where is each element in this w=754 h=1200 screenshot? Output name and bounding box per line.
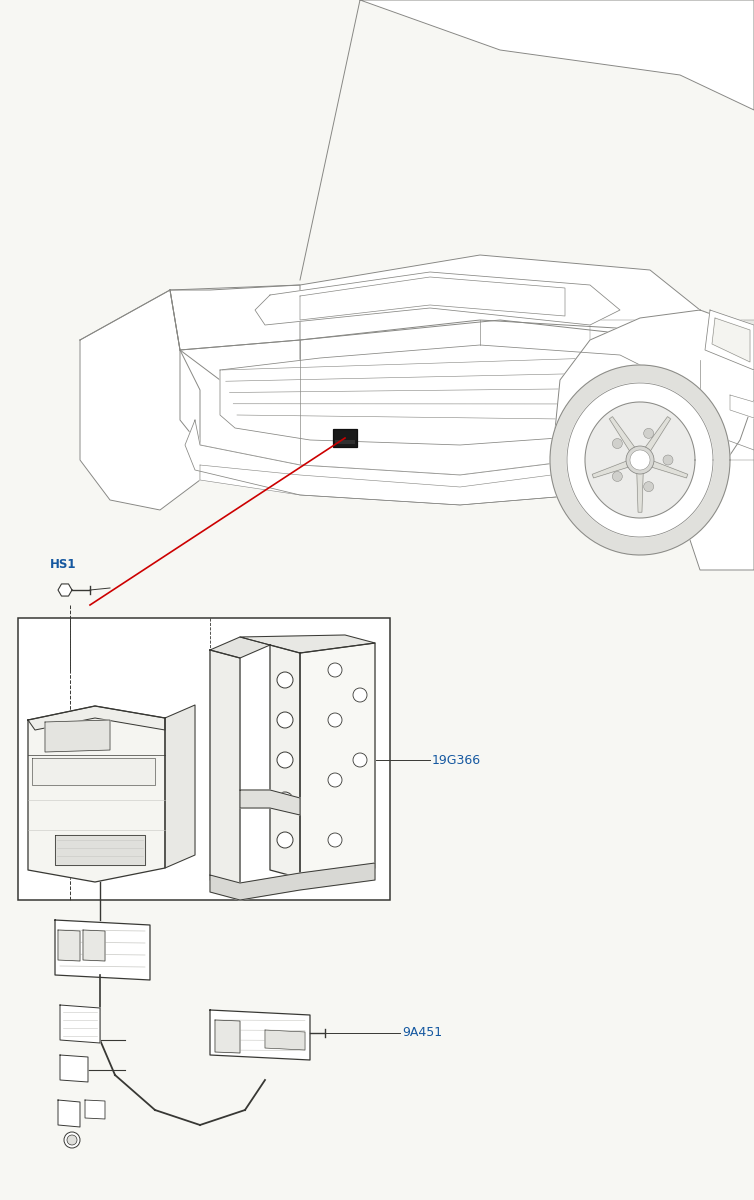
Circle shape (277, 792, 293, 808)
Polygon shape (210, 650, 240, 888)
Bar (625, 425, 660, 460)
Polygon shape (170, 254, 700, 350)
Text: HS1: HS1 (50, 558, 76, 571)
Circle shape (328, 713, 342, 727)
Polygon shape (28, 706, 165, 882)
Polygon shape (210, 637, 270, 658)
Polygon shape (300, 643, 375, 878)
Polygon shape (265, 1030, 305, 1050)
Polygon shape (712, 318, 750, 362)
Polygon shape (180, 320, 700, 475)
Polygon shape (58, 1100, 80, 1127)
Polygon shape (58, 584, 72, 596)
Polygon shape (210, 1010, 310, 1060)
Polygon shape (80, 290, 200, 510)
Circle shape (626, 446, 654, 474)
Circle shape (328, 833, 342, 847)
Polygon shape (680, 310, 754, 570)
Polygon shape (185, 420, 710, 505)
Polygon shape (45, 720, 110, 752)
Circle shape (353, 754, 367, 767)
Bar (590, 320, 625, 355)
Circle shape (630, 450, 650, 470)
Polygon shape (215, 1020, 240, 1054)
Circle shape (277, 832, 293, 848)
Polygon shape (567, 383, 713, 536)
Bar (590, 390, 625, 425)
Circle shape (612, 438, 622, 449)
Polygon shape (58, 930, 80, 961)
Bar (695, 355, 730, 390)
Bar (695, 425, 730, 460)
Polygon shape (651, 461, 688, 478)
Polygon shape (240, 790, 300, 815)
Bar (730, 320, 754, 355)
Polygon shape (200, 445, 710, 505)
Polygon shape (730, 395, 754, 418)
Circle shape (663, 455, 673, 464)
Polygon shape (28, 706, 165, 730)
Polygon shape (170, 284, 300, 400)
Circle shape (277, 752, 293, 768)
Circle shape (277, 672, 293, 688)
Circle shape (328, 773, 342, 787)
Circle shape (67, 1135, 77, 1145)
Bar (660, 320, 695, 355)
Polygon shape (360, 0, 754, 110)
Polygon shape (165, 704, 195, 868)
Circle shape (612, 472, 622, 481)
Polygon shape (300, 277, 565, 320)
Polygon shape (255, 272, 620, 325)
Polygon shape (60, 1055, 88, 1082)
Polygon shape (60, 1006, 100, 1043)
Polygon shape (240, 635, 375, 653)
Bar (335, 440, 355, 444)
Polygon shape (55, 920, 150, 980)
Circle shape (353, 688, 367, 702)
Circle shape (644, 481, 654, 492)
Bar (730, 390, 754, 425)
Text: 9A451: 9A451 (402, 1026, 442, 1039)
Circle shape (64, 1132, 80, 1148)
Polygon shape (210, 863, 375, 900)
Polygon shape (705, 310, 754, 370)
Text: scuderia: scuderia (175, 362, 322, 391)
Polygon shape (85, 1100, 105, 1118)
Polygon shape (593, 461, 630, 478)
Bar (625, 355, 660, 390)
Text: c a r   p a r t s: c a r p a r t s (195, 408, 302, 422)
Bar (660, 390, 695, 425)
Circle shape (328, 662, 342, 677)
Polygon shape (550, 365, 730, 554)
Polygon shape (637, 472, 643, 512)
Bar (18, 618, 390, 900)
Polygon shape (0, 0, 754, 580)
Polygon shape (83, 930, 105, 961)
Polygon shape (555, 310, 754, 505)
Polygon shape (609, 416, 636, 452)
Polygon shape (55, 835, 145, 865)
Polygon shape (585, 402, 695, 518)
Bar (333, 428, 357, 446)
Circle shape (644, 428, 654, 438)
Text: 19G366: 19G366 (432, 754, 481, 767)
Polygon shape (32, 758, 155, 785)
Polygon shape (270, 646, 300, 878)
Polygon shape (645, 416, 670, 452)
Circle shape (277, 712, 293, 728)
Polygon shape (220, 346, 660, 445)
